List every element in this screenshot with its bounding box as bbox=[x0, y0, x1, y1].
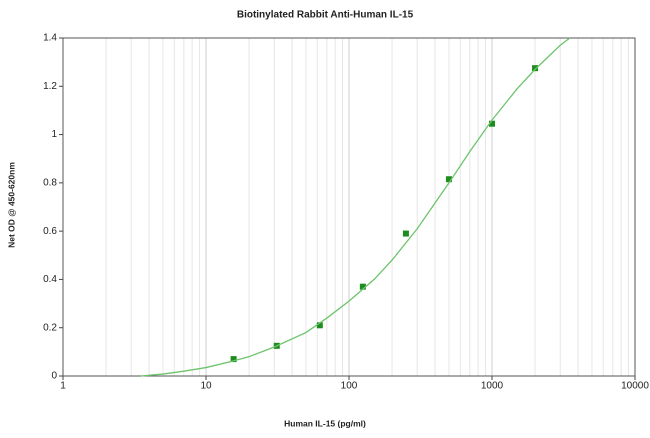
data-point bbox=[359, 283, 366, 290]
chart-title: Biotinylated Rabbit Anti-Human IL-15 bbox=[237, 10, 414, 21]
y-tick-label: 1.4 bbox=[43, 33, 57, 44]
y-tick-label: 0.4 bbox=[43, 274, 57, 285]
fit-curve bbox=[140, 37, 571, 377]
x-tick-label: 1000 bbox=[481, 381, 504, 392]
plot-frame bbox=[62, 37, 636, 377]
x-tick-label: 10 bbox=[200, 381, 212, 392]
data-point bbox=[489, 120, 495, 127]
data-point bbox=[316, 322, 323, 329]
y-tick-label: 1 bbox=[51, 129, 57, 140]
y-tick-label: 0.6 bbox=[43, 226, 57, 237]
data-point bbox=[445, 176, 452, 183]
x-tick-label: 1 bbox=[60, 381, 66, 392]
x-axis-label: Human IL-15 (pg/ml) bbox=[284, 418, 366, 428]
x-tick-label: 100 bbox=[341, 381, 358, 392]
y-tick-label: 0.8 bbox=[43, 177, 57, 188]
x-tick-label: 10000 bbox=[621, 381, 649, 392]
data-point bbox=[402, 230, 409, 237]
y-tick-label: 0.2 bbox=[43, 322, 57, 333]
data-point bbox=[532, 65, 539, 72]
y-axis-label: Net OD @ 450-620nm bbox=[6, 162, 16, 248]
y-tick-label: 0 bbox=[51, 371, 57, 382]
data-point bbox=[230, 356, 237, 363]
y-tick-label: 1.2 bbox=[43, 81, 57, 92]
